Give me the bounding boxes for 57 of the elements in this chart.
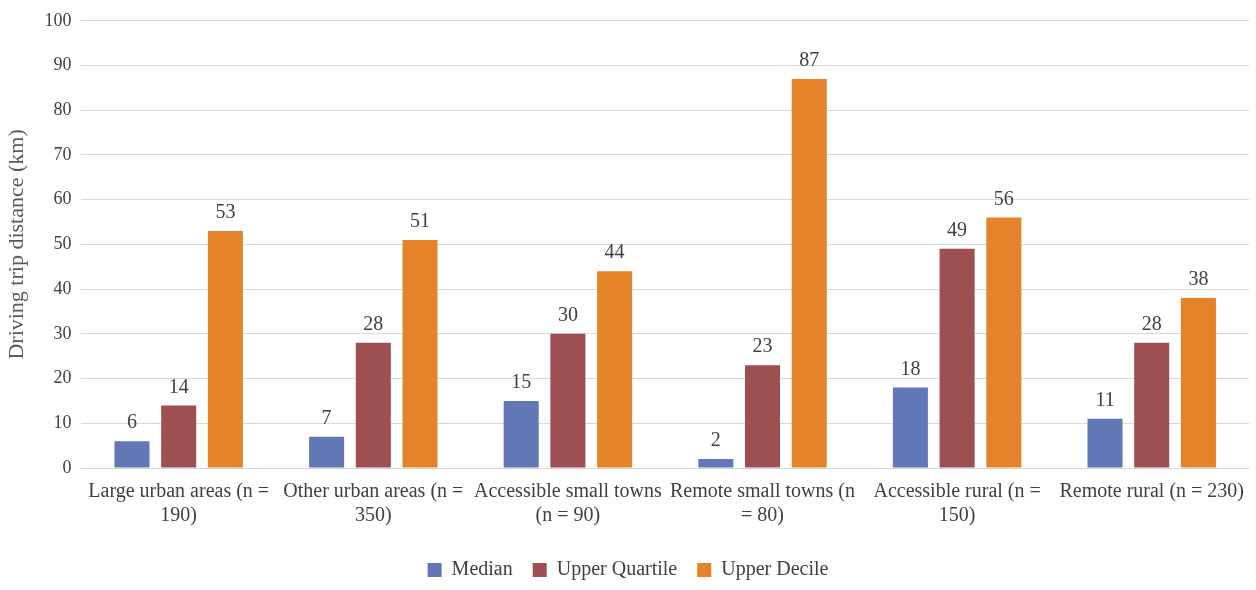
data-label: 18 [900,356,921,379]
legend-label: Median [451,557,513,580]
x-tick-label: Remote rural (n = 230) [1059,479,1244,503]
bar [745,365,781,468]
x-tick-label: Large urban areas (n = 190) [88,479,270,527]
y-tick-label: 30 [53,322,72,343]
data-label: 28 [363,312,384,335]
bar [939,248,975,468]
y-tick-label: 100 [44,9,72,30]
data-label: 49 [947,218,968,241]
bar [791,78,827,468]
bar [355,342,391,468]
y-tick-label: 10 [53,412,72,433]
y-tick-label: 60 [53,188,72,209]
y-tick-label: 0 [62,456,72,477]
data-label: 14 [168,374,189,397]
data-label: 11 [1095,388,1115,411]
data-label: 44 [604,240,625,263]
data-label: 2 [710,428,721,451]
bar [1134,342,1170,468]
data-label: 53 [215,200,236,223]
y-tick-label: 50 [53,233,72,254]
data-label: 30 [557,303,578,326]
bar [207,230,243,468]
bar [503,400,539,468]
y-axis-title: Driving trip distance (km) [2,129,28,360]
bar [1087,418,1123,468]
bar [597,271,633,468]
bar [161,405,197,468]
y-tick-label: 90 [53,54,72,75]
legend-label: Upper Quartile [556,557,678,581]
y-tick-label: 70 [53,143,72,164]
x-tick-label: Accessible small towns (n = 90) [474,479,662,527]
bar [114,441,150,468]
x-tick-label: Accessible rural (n = 150) [873,479,1041,527]
bar [698,459,734,468]
bar [892,387,928,468]
bar [309,436,345,468]
data-label: 87 [799,48,820,71]
data-label: 15 [511,370,532,393]
data-label: 23 [752,334,773,357]
data-label: 38 [1188,267,1209,290]
data-label: 6 [127,410,137,433]
data-label: 28 [1141,312,1162,335]
x-tick-label: Other urban areas (n = 350) [283,479,464,527]
y-tick-label: 80 [53,98,72,119]
x-tick-label: Remote small towns (n = 80) [670,479,855,527]
bar [550,333,586,468]
bar [986,217,1022,468]
bar [1180,298,1216,468]
y-tick-label: 20 [53,367,72,388]
data-label: 56 [993,186,1014,209]
data-label: 7 [321,405,332,428]
legend-label: Upper Decile [721,557,829,581]
y-tick-label: 40 [53,277,72,298]
bar [402,239,438,468]
data-label: 51 [410,209,431,232]
